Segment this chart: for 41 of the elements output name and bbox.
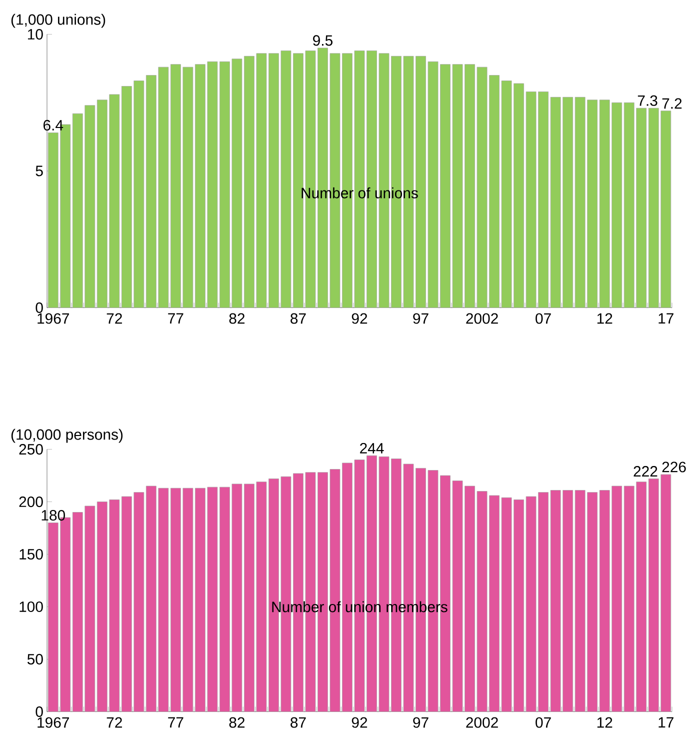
x-tick-label: 1967 [38,313,69,324]
data-label: 244 [360,442,384,454]
x-tick-label: 92 [352,717,368,728]
data-label: 7.3 [638,95,658,106]
x-tick-label: 87 [290,717,306,728]
y-axis-title: (1,000 unions) [11,14,106,28]
x-tick-label: 07 [536,313,551,324]
x-tick-label: 92 [352,313,368,324]
data-label: 222 [634,466,658,476]
x-tick-label: 77 [168,717,184,728]
data-label: 180 [42,510,65,521]
x-tick-label: 1967 [38,717,69,728]
data-label: 226 [662,462,686,472]
data-label: 7.2 [662,98,682,109]
x-tick-label: 87 [290,313,306,324]
x-tick-label: 82 [229,313,245,324]
x-tick-label: 97 [413,717,428,728]
x-tick-label: 2002 [466,717,498,728]
y-tick-label: 250 [19,444,43,455]
x-tick-label: 77 [168,313,184,324]
y-tick-label: 100 [20,601,43,612]
y-tick-label: 150 [20,548,43,560]
x-tick-label: 97 [413,313,428,324]
y-tick-label: 10 [28,29,43,40]
data-label: 9.5 [313,35,332,46]
x-tick-label: 12 [597,717,612,728]
y-tick-label: 50 [27,654,43,665]
x-tick-label: 07 [536,717,551,728]
x-tick-label: 2002 [466,313,498,324]
x-tick-label: 72 [106,717,122,728]
x-tick-label: 72 [106,313,122,324]
x-tick-label: 82 [229,717,245,728]
y-tick-label: 0 [36,302,43,313]
y-axis-title: (10,000 persons) [11,428,123,443]
data-label: 6.4 [44,120,64,131]
y-tick-label: 200 [19,496,43,508]
x-tick-label: 17 [658,313,674,324]
y-tick-label: 0 [36,706,43,717]
x-tick-label: 12 [597,313,612,324]
x-tick-label: 17 [658,717,674,728]
y-tick-label: 5 [36,166,43,176]
